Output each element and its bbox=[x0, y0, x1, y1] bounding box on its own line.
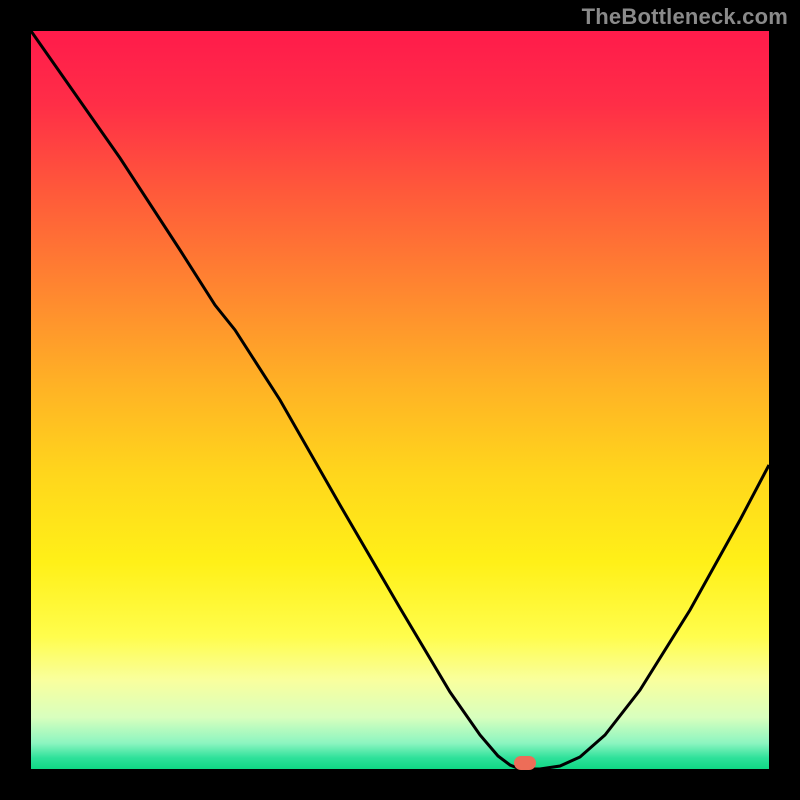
bottleneck-chart bbox=[0, 0, 800, 800]
optimal-point-marker bbox=[514, 756, 536, 770]
watermark-text: TheBottleneck.com bbox=[582, 4, 788, 30]
